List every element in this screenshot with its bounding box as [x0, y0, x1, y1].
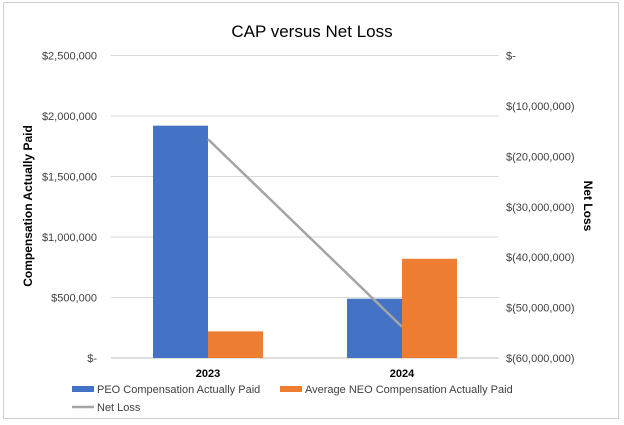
- legend-label: Average NEO Compensation Actually Paid: [305, 384, 513, 396]
- bar-average-neo-compensation-actually-paid-2024: [402, 258, 457, 358]
- y2-tick-label: $(60,000,000): [506, 353, 575, 365]
- y-tick-label: $1,000,000: [42, 232, 97, 244]
- y-axis-title: Compensation Actually Paid: [21, 125, 35, 287]
- legend-label: PEO Compensation Actually Paid: [97, 384, 260, 396]
- y2-tick-label: $(10,000,000): [506, 101, 575, 113]
- y-tick-label: $2,000,000: [42, 111, 97, 123]
- net-loss-line: [207, 138, 403, 328]
- y2-axis-title: Net Loss: [581, 181, 595, 232]
- y2-tick-label: $-: [506, 51, 516, 63]
- y-tick-label: $2,500,000: [42, 51, 97, 63]
- y-tick-label: $-: [87, 353, 97, 365]
- y-tick-label: $1,500,000: [42, 172, 97, 184]
- y2-tick-label: $(50,000,000): [506, 303, 575, 315]
- y2-tick-label: $(30,000,000): [506, 202, 575, 214]
- chart-frame: [3, 2, 619, 419]
- y-tick-label: $500,000: [51, 293, 97, 305]
- x-tick-label: 2024: [390, 368, 415, 380]
- x-tick-label: 2023: [196, 368, 220, 380]
- chart-title: CAP versus Net Loss: [231, 22, 392, 41]
- bar-average-neo-compensation-actually-paid-2023: [208, 331, 263, 358]
- bar-peo-compensation-actually-paid-2023: [153, 125, 208, 359]
- y2-tick-label: $(40,000,000): [506, 252, 575, 264]
- legend-swatch: [280, 386, 302, 392]
- legend-swatch: [72, 386, 94, 392]
- y2-tick-label: $(20,000,000): [506, 151, 575, 163]
- legend-label: Net Loss: [97, 402, 141, 414]
- bar-peo-compensation-actually-paid-2024: [347, 298, 402, 358]
